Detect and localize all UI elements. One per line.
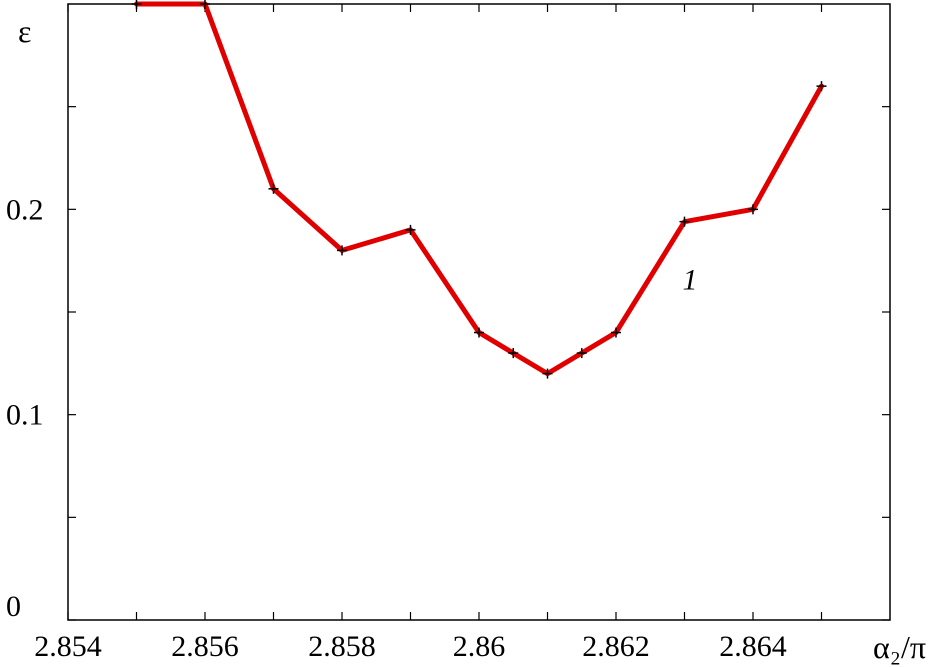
- data-point: [816, 81, 827, 92]
- y-tick-label: 0: [6, 590, 21, 623]
- x-tick-label: 2.856: [171, 630, 239, 663]
- x-tick-label: 2.862: [582, 630, 650, 663]
- series-line: [134, 1, 824, 377]
- x-tick-label: 2.864: [719, 630, 787, 663]
- x-tick-label: 2.854: [34, 630, 102, 663]
- data-point: [200, 0, 210, 9]
- data-point: [131, 0, 142, 9]
- data-point: [474, 327, 484, 338]
- plot-frame: [67, 3, 891, 621]
- data-point: [748, 204, 758, 215]
- data-point: [508, 348, 519, 359]
- y-tick-label: 0.1: [6, 399, 44, 432]
- data-point: [405, 224, 416, 235]
- text-layer: 2.854 2.856 2.858 2.86 2.862 2.864 0 0.1 0.2 ε α₂/…: [6, 13, 926, 665]
- data-point: [679, 216, 690, 227]
- data-point: [576, 348, 587, 359]
- x-tick-label: 2.858: [308, 630, 376, 663]
- x-tick-label: 2.86: [453, 630, 506, 663]
- series-layer: [131, 0, 827, 379]
- data-point: [611, 327, 621, 338]
- curve-annotation: 1: [683, 264, 698, 297]
- axes: [67, 3, 891, 621]
- y-tick-label: 0.2: [6, 193, 44, 226]
- y-axis-label: ε: [18, 13, 31, 49]
- data-point: [268, 183, 279, 194]
- x-axis-label: α₂/π: [873, 629, 926, 665]
- data-point: [542, 368, 553, 379]
- data-point: [337, 245, 347, 256]
